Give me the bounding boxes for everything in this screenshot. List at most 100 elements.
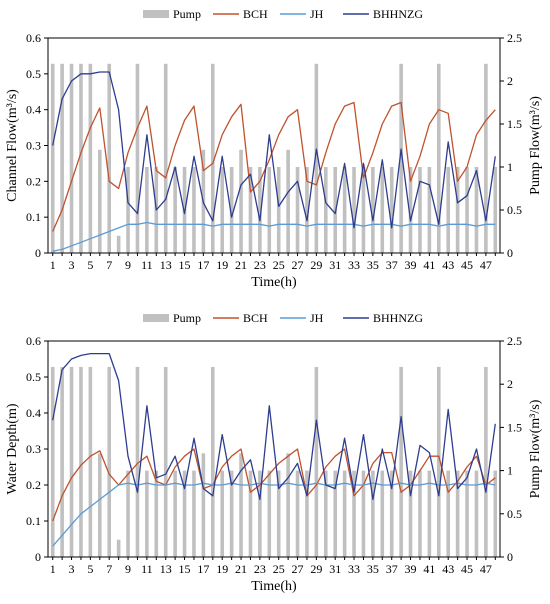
y2-tick-label: 2 <box>507 377 513 391</box>
y-axis-title: Water Depth(m) <box>5 403 20 494</box>
pump-bar <box>60 63 64 253</box>
x-tick-label: 33 <box>348 562 360 576</box>
x-tick-label: 29 <box>310 258 322 272</box>
x-tick-label: 33 <box>348 258 360 272</box>
y2-axis-title: Pump Flow(m³/s) <box>528 96 543 195</box>
x-tick-label: 11 <box>141 258 153 272</box>
x-axis: 1 3 5 7 9 11 13 15 17 19 21 23 25 27 29 31 33 35 37 39 41 43 4… <box>50 557 496 576</box>
pump-bar <box>69 366 74 557</box>
pump-bar <box>361 470 366 557</box>
pump-bar <box>145 470 149 557</box>
y2-tick-label: 0.5 <box>507 203 522 217</box>
legend-label-bhhnzg: BHHNZG <box>373 7 423 21</box>
pump-bar <box>286 149 290 253</box>
pump-bar <box>333 470 338 557</box>
x-tick-label: 39 <box>405 258 417 272</box>
pump-bar <box>239 453 243 557</box>
pump-bar <box>399 366 403 557</box>
legend-item-bch: BCH <box>213 7 268 21</box>
x-tick-label: 23 <box>254 258 266 272</box>
pump-bar <box>182 470 187 557</box>
series-line-bch <box>52 101 496 232</box>
x-tick-label: 15 <box>179 562 191 576</box>
pump-bar <box>408 167 413 253</box>
pump-bar <box>314 63 319 253</box>
x-tick-label: 41 <box>423 562 435 576</box>
pump-bar <box>267 167 272 253</box>
pump-bar <box>135 366 140 557</box>
legend-swatch-pump <box>143 314 169 322</box>
pump-bar <box>399 63 403 253</box>
pump-bar <box>154 470 159 557</box>
pump-bar <box>79 63 83 253</box>
x-tick-label: 1 <box>50 562 56 576</box>
pump-bar <box>352 470 356 557</box>
pump-bar <box>436 366 441 557</box>
legend-item-bhhnzg: BHHNZG <box>343 7 423 21</box>
legend-item-jh: JH <box>280 7 324 21</box>
x-tick-label: 29 <box>310 562 322 576</box>
pump-bar <box>286 453 290 557</box>
pump-bar <box>333 167 338 253</box>
legend-item-bhhnzg: BHHNZG <box>343 311 423 325</box>
pump-bar <box>436 63 441 253</box>
pump-bar <box>474 470 479 557</box>
pump-bar <box>427 470 432 557</box>
x-tick-label: 25 <box>273 562 285 576</box>
pump-bar <box>220 167 225 253</box>
y2-tick-label: 2.5 <box>507 31 522 45</box>
pump-bar <box>323 167 328 253</box>
y-tick-label: 0.5 <box>26 370 41 384</box>
y2-tick-label: 1.5 <box>507 420 522 434</box>
pump-bar <box>380 167 385 253</box>
pump-bar <box>455 167 460 253</box>
x-tick-label: 19 <box>216 258 228 272</box>
x-tick-label: 17 <box>197 562 209 576</box>
pump-bar <box>389 167 394 253</box>
x-tick-label: 19 <box>216 562 228 576</box>
pump-bar <box>60 366 64 557</box>
pump-bar <box>210 63 215 253</box>
x-tick-label: 21 <box>235 258 247 272</box>
pump-bar <box>267 470 272 557</box>
legend-label-bch: BCH <box>243 7 268 21</box>
pump-bar <box>248 167 253 253</box>
pump-bar <box>305 167 309 253</box>
pump-bar <box>427 167 432 253</box>
pump-bar <box>342 167 347 253</box>
right-y-axis: 0 0.5 1 1.5 2 2.5 <box>500 31 522 260</box>
pump-bar <box>192 470 196 557</box>
pump-bar <box>418 167 422 253</box>
left-y-axis: 0 0.1 0.2 0.3 0.4 0.5 0.6 <box>26 31 48 260</box>
left-y-axis: 0 0.1 0.2 0.3 0.4 0.5 0.6 <box>26 334 48 564</box>
y-tick-label: 0.3 <box>26 139 41 153</box>
x-tick-label: 7 <box>106 258 112 272</box>
y2-tick-label: 1 <box>507 464 513 478</box>
x-tick-label: 5 <box>87 562 93 576</box>
pump-bar <box>484 366 488 557</box>
pump-bar <box>173 167 177 253</box>
y-tick-label: 0.4 <box>26 103 41 117</box>
x-axis-title: Time(h) <box>251 579 297 594</box>
pump-bar <box>474 167 479 253</box>
legend-swatch-pump <box>143 10 169 18</box>
pump-bar <box>493 470 498 557</box>
pump-bar <box>493 167 498 253</box>
y-tick-label: 0.2 <box>26 478 41 492</box>
x-tick-label: 45 <box>461 562 473 576</box>
pump-bar <box>126 167 130 253</box>
x-tick-label: 35 <box>367 258 379 272</box>
pump-bar <box>173 470 177 557</box>
pump-bar <box>145 167 149 253</box>
pump-bars <box>50 63 498 253</box>
y-tick-label: 0 <box>35 246 41 260</box>
x-tick-label: 3 <box>69 562 75 576</box>
pump-bar <box>201 453 206 557</box>
pump-bar <box>258 167 262 253</box>
x-tick-label: 13 <box>160 562 172 576</box>
y2-tick-label: 0 <box>507 246 513 260</box>
pump-bar <box>446 167 451 253</box>
y-tick-label: 0.6 <box>26 31 41 45</box>
series-line-bhhnzg <box>52 352 496 501</box>
pump-bar <box>380 470 385 557</box>
